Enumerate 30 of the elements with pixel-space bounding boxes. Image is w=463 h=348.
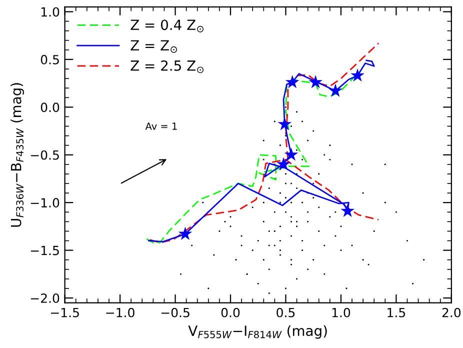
x-tick-label: −1.0 (106, 308, 134, 318)
y-tick-label: −1.0 (30, 198, 60, 208)
y-tick-label: −0.5 (30, 150, 59, 160)
point (285, 75, 300, 88)
y-tick-label: −2.0 (30, 293, 60, 303)
point (278, 117, 292, 130)
legend-label: Z = 2.5 Z$_{⊙}$ (130, 60, 204, 74)
x-tick-label: 0.0 (221, 308, 240, 318)
y-tick-label: −1.5 (30, 246, 59, 256)
point (350, 68, 364, 82)
y-tick-label: 0.0 (40, 102, 60, 112)
x-tick-label: 1.0 (332, 308, 350, 318)
annotation: Av = 1 (145, 122, 177, 130)
y-tick-label: 1.0 (41, 7, 60, 17)
y-axis-title: U$_{F336W}$−B$_{F435W}$ (mag) (10, 83, 24, 227)
x-tick-label: 2.0 (442, 308, 461, 318)
legend-label: Z = Z$_{⊙}$ (130, 40, 177, 53)
x-tick-label: −1.5 (50, 308, 79, 318)
x-axis-title: V$_{F555W}$−I$_{F814W}$ (mag) (188, 325, 327, 339)
x-tick-label: 0.5 (276, 308, 295, 318)
point (328, 84, 342, 97)
x-tick-label: 1.5 (388, 308, 406, 318)
x-tick-label: −0.5 (161, 308, 190, 318)
point (308, 75, 322, 88)
point (178, 226, 192, 240)
point (284, 148, 298, 161)
legend-label: Z = 0.4 Z$_{⊙}$ (130, 20, 204, 32)
point (340, 204, 355, 218)
point (276, 157, 290, 170)
y-tick-label: 0.5 (40, 54, 59, 64)
